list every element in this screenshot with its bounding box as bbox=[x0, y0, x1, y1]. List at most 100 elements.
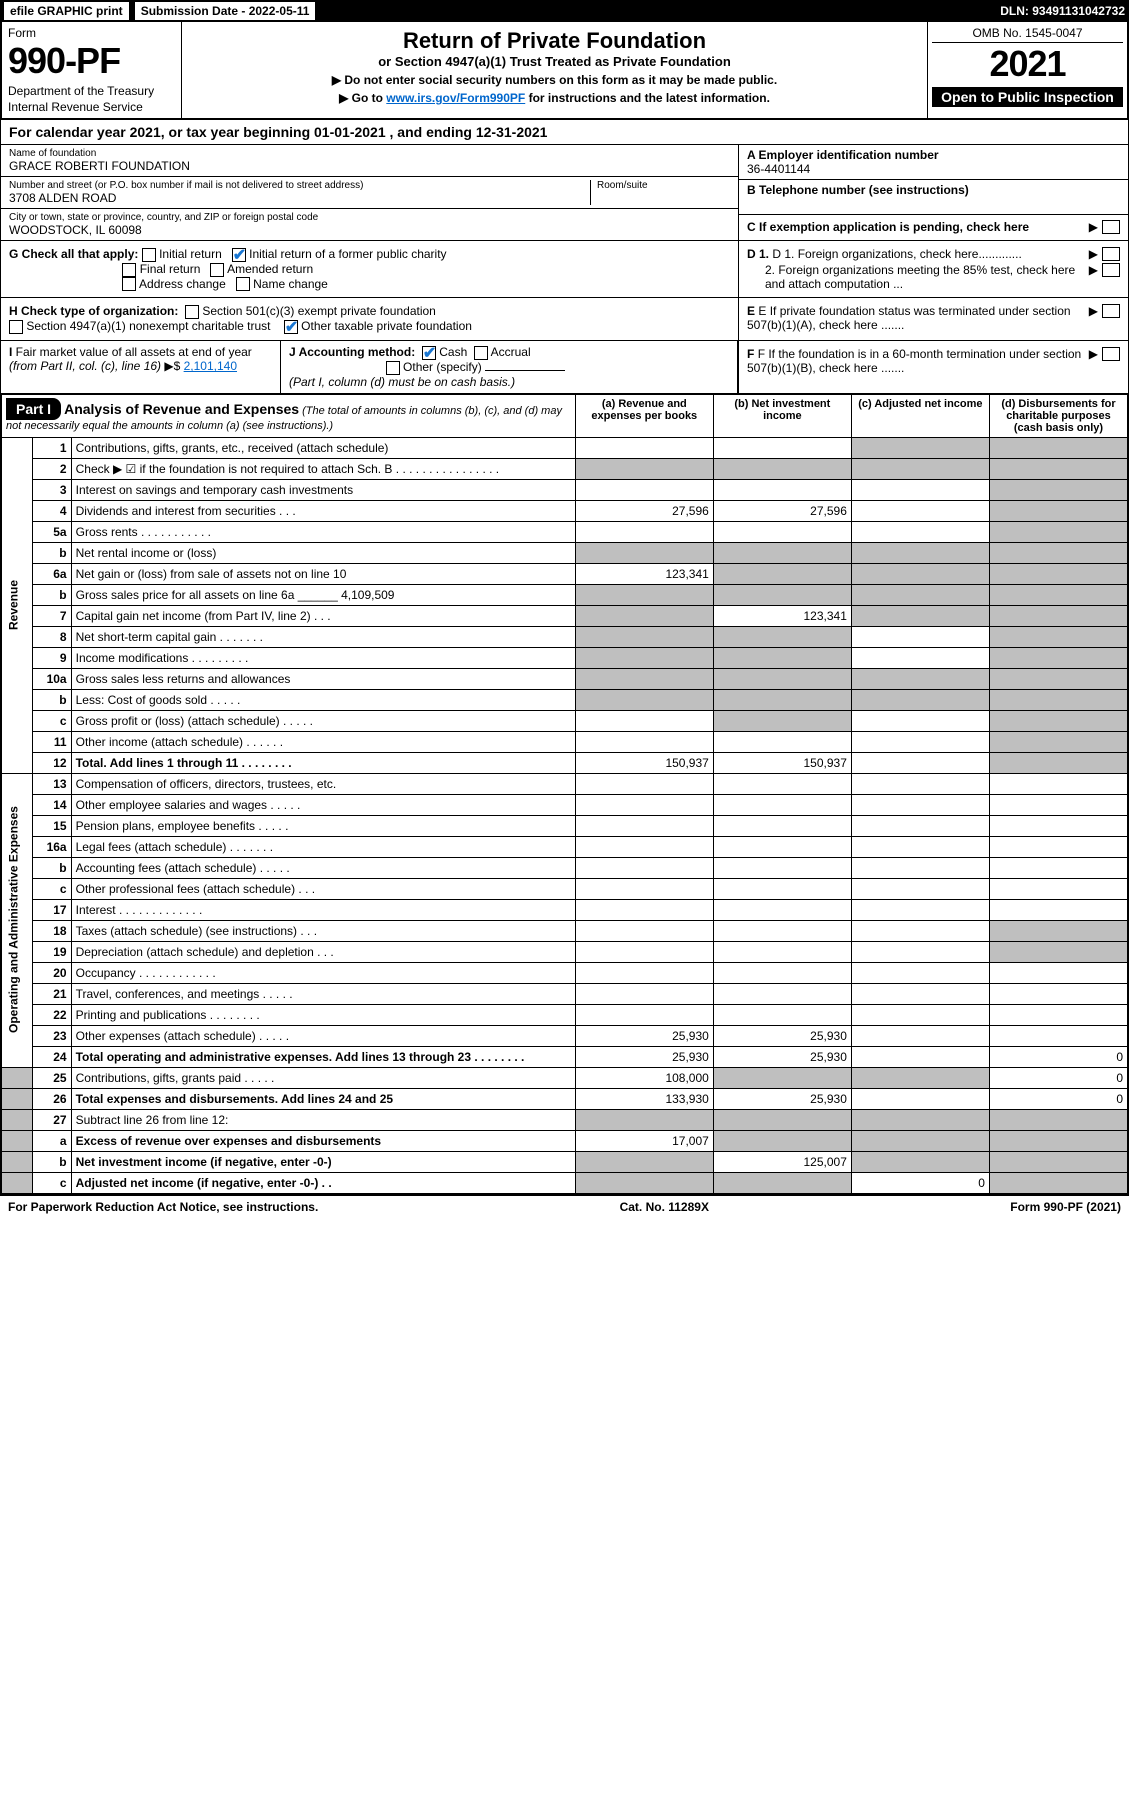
foundation-name: GRACE ROBERTI FOUNDATION bbox=[9, 159, 730, 173]
line-description: Income modifications . . . . . . . . . bbox=[71, 647, 575, 668]
cell bbox=[851, 689, 989, 710]
addr-label: Number and street (or P.O. box number if… bbox=[9, 180, 590, 191]
cell bbox=[989, 899, 1127, 920]
cell bbox=[713, 941, 851, 962]
efile-badge: efile GRAPHIC print bbox=[4, 2, 129, 20]
line-description: Net gain or (loss) from sale of assets n… bbox=[71, 563, 575, 584]
cell bbox=[989, 731, 1127, 752]
cell bbox=[989, 500, 1127, 521]
d1-text: D 1. Foreign organizations, check here..… bbox=[772, 247, 1021, 261]
cell bbox=[713, 647, 851, 668]
line-number: 16a bbox=[33, 836, 71, 857]
city-state-zip: WOODSTOCK, IL 60098 bbox=[9, 223, 730, 237]
cell: 133,930 bbox=[575, 1088, 713, 1109]
g-amended-checkbox[interactable] bbox=[210, 263, 224, 277]
e-checkbox[interactable] bbox=[1102, 304, 1120, 318]
cell bbox=[575, 479, 713, 500]
cell bbox=[713, 563, 851, 584]
cell bbox=[575, 773, 713, 794]
f-text: F If the foundation is in a 60-month ter… bbox=[747, 347, 1081, 375]
cell bbox=[851, 815, 989, 836]
cell bbox=[989, 836, 1127, 857]
cell bbox=[851, 479, 989, 500]
cell bbox=[713, 815, 851, 836]
c-checkbox[interactable] bbox=[1102, 220, 1120, 234]
g-address-checkbox[interactable] bbox=[122, 277, 136, 291]
f-checkbox[interactable] bbox=[1102, 347, 1120, 361]
h-other-checkbox[interactable] bbox=[284, 320, 298, 334]
cell bbox=[989, 962, 1127, 983]
g-opt1: Initial return of a former public charit… bbox=[249, 247, 446, 261]
cell bbox=[713, 773, 851, 794]
line-description: Excess of revenue over expenses and disb… bbox=[71, 1130, 575, 1151]
calendar-year: For calendar year 2021, or tax year begi… bbox=[0, 120, 1129, 145]
j-accrual: Accrual bbox=[491, 345, 531, 359]
cell bbox=[713, 584, 851, 605]
cell bbox=[713, 899, 851, 920]
line-description: Taxes (attach schedule) (see instruction… bbox=[71, 920, 575, 941]
h-label: H Check type of organization: bbox=[9, 304, 178, 318]
cell bbox=[713, 1130, 851, 1151]
cell bbox=[575, 626, 713, 647]
line-description: Total operating and administrative expen… bbox=[71, 1046, 575, 1067]
j-accrual-checkbox[interactable] bbox=[474, 346, 488, 360]
d2-checkbox[interactable] bbox=[1102, 263, 1120, 277]
cell: 0 bbox=[851, 1172, 989, 1193]
cell bbox=[713, 689, 851, 710]
cell bbox=[851, 437, 989, 458]
d1-checkbox[interactable] bbox=[1102, 247, 1120, 261]
cell bbox=[713, 857, 851, 878]
line-description: Accounting fees (attach schedule) . . . … bbox=[71, 857, 575, 878]
i-value[interactable]: 2,101,140 bbox=[184, 359, 237, 373]
j-other-checkbox[interactable] bbox=[386, 361, 400, 375]
cell bbox=[851, 584, 989, 605]
cell: 108,000 bbox=[575, 1067, 713, 1088]
header-mid: Return of Private Foundation or Section … bbox=[182, 22, 927, 118]
footer-right: Form 990-PF (2021) bbox=[1010, 1200, 1121, 1214]
cell bbox=[575, 899, 713, 920]
g-initial-former-checkbox[interactable] bbox=[232, 248, 246, 262]
cell bbox=[989, 626, 1127, 647]
j-cash: Cash bbox=[439, 345, 467, 359]
note1: ▶ Do not enter social security numbers o… bbox=[188, 73, 921, 87]
line-number: c bbox=[33, 1172, 71, 1193]
cell bbox=[989, 1109, 1127, 1130]
j-cash-checkbox[interactable] bbox=[422, 346, 436, 360]
line-number: 1 bbox=[33, 437, 71, 458]
cell bbox=[989, 878, 1127, 899]
h-opt0: Section 501(c)(3) exempt private foundat… bbox=[202, 304, 435, 318]
g-name-checkbox[interactable] bbox=[236, 277, 250, 291]
part1-title: Analysis of Revenue and Expenses bbox=[64, 401, 299, 417]
line-number: 4 bbox=[33, 500, 71, 521]
cell bbox=[851, 941, 989, 962]
cell bbox=[989, 920, 1127, 941]
h-501c3-checkbox[interactable] bbox=[185, 305, 199, 319]
cell bbox=[713, 1172, 851, 1193]
cell: 25,930 bbox=[713, 1025, 851, 1046]
line-description: Interest on savings and temporary cash i… bbox=[71, 479, 575, 500]
cell bbox=[713, 1067, 851, 1088]
cell bbox=[851, 1130, 989, 1151]
cell bbox=[575, 794, 713, 815]
g-final-checkbox[interactable] bbox=[122, 263, 136, 277]
irs-link[interactable]: www.irs.gov/Form990PF bbox=[386, 91, 525, 105]
cell bbox=[713, 626, 851, 647]
line-description: Interest . . . . . . . . . . . . . bbox=[71, 899, 575, 920]
cell bbox=[713, 1004, 851, 1025]
line-number: 21 bbox=[33, 983, 71, 1004]
cell bbox=[575, 437, 713, 458]
line-number: 5a bbox=[33, 521, 71, 542]
cell bbox=[851, 1046, 989, 1067]
line-description: Gross rents . . . . . . . . . . . bbox=[71, 521, 575, 542]
h-4947-checkbox[interactable] bbox=[9, 320, 23, 334]
line-description: Net investment income (if negative, ente… bbox=[71, 1151, 575, 1172]
cell bbox=[713, 458, 851, 479]
line-description: Subtract line 26 from line 12: bbox=[71, 1109, 575, 1130]
cell bbox=[851, 710, 989, 731]
line-number: 17 bbox=[33, 899, 71, 920]
cell bbox=[851, 626, 989, 647]
cell bbox=[989, 521, 1127, 542]
dln: DLN: 93491131042732 bbox=[1000, 4, 1125, 18]
footer: For Paperwork Reduction Act Notice, see … bbox=[0, 1195, 1129, 1218]
g-initial-checkbox[interactable] bbox=[142, 248, 156, 262]
